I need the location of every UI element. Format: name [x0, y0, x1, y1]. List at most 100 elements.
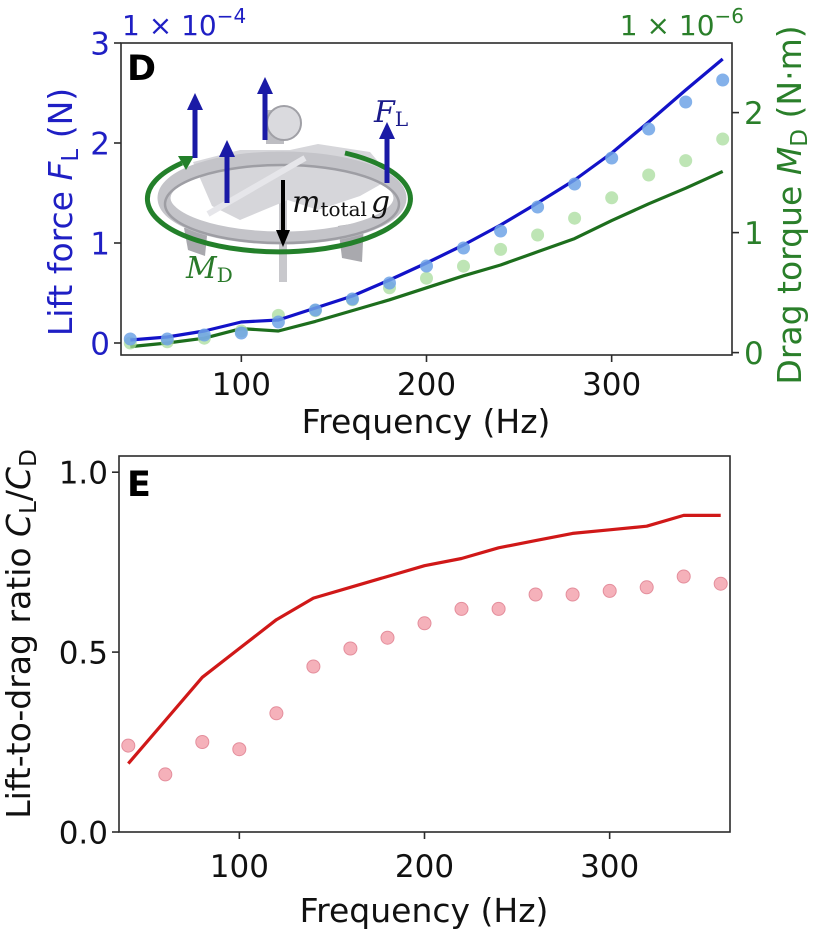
panel-e-axes: 100 200 300 0.0 0.5 1.0 — [59, 456, 640, 885]
lift-force-measured-point — [457, 241, 470, 255]
panel-e-y-tick-label: 0.0 — [59, 816, 108, 852]
drag-torque-measured-point — [531, 228, 545, 242]
lift-force-measured-point — [234, 326, 248, 340]
lift-to-drag-measured-point — [565, 587, 580, 602]
lift-force-measured-point — [123, 332, 137, 346]
panel-d-axes: 100 200 300 0 1 2 3 0 1 2 — [90, 27, 763, 404]
torque-inset-label: MD — [185, 251, 233, 287]
lift-force-measured-point — [716, 73, 730, 87]
mass-subscript: total — [320, 197, 366, 221]
panel-d-left-y-tick-label: 0 — [90, 327, 110, 363]
lift-force-measured-point — [271, 315, 285, 329]
drag-torque-measured-point — [716, 132, 730, 146]
lift-force-measured-point — [383, 276, 396, 290]
right-label-subscript: D — [787, 129, 813, 147]
panel-d-x-axis-label: Frequency (Hz) — [302, 402, 551, 441]
lift-force-measured-point — [308, 303, 322, 317]
left-axis-offset-text: 1 × 10−4 — [122, 4, 246, 42]
drag-torque-measured-point — [679, 154, 693, 168]
left-offset-exponent: −4 — [217, 4, 246, 28]
drag-torque-measured-point — [642, 168, 656, 182]
lift-force-measured-point — [605, 151, 619, 165]
right-offset-exponent: −6 — [715, 4, 744, 28]
lift-to-drag-measured-point — [232, 742, 247, 757]
lift-to-drag-measured-point — [380, 630, 395, 645]
lift-arrow-icon — [379, 122, 395, 183]
right-axis-offset-text: 1 × 10−6 — [620, 4, 744, 42]
lift-force-measured-point — [642, 122, 656, 136]
weight-arrow-icon — [276, 180, 290, 247]
panel-d-right-y-tick-label: 1 — [744, 216, 764, 252]
ratio-label-slash: / — [0, 489, 38, 501]
panel-e: 100 200 300 0.0 0.5 1.0 E Frequency (Hz) Lift… — [0, 449, 731, 930]
lift-force-measured-point — [197, 328, 211, 342]
lift-subscript: L — [395, 107, 408, 131]
drag-torque-measured-point — [457, 259, 470, 273]
panel-d-x-tick-label: 300 — [582, 367, 641, 403]
panel-e-y-tick-label: 0.5 — [59, 636, 108, 672]
torque-symbol: M — [185, 251, 218, 286]
drag-torque-measured-point — [494, 242, 508, 256]
lift-force-measured-point — [531, 200, 545, 214]
lift-to-drag-measured-point — [602, 583, 617, 598]
left-label-subscript: L — [58, 149, 84, 162]
panel-d-left-y-tick-label: 2 — [90, 127, 110, 163]
panel-d-left-y-tick-label: 3 — [90, 27, 110, 63]
lift-to-drag-measured-point — [454, 601, 469, 616]
panel-d-left-y-tick-label: 1 — [90, 227, 110, 263]
right-label-unit: (N·m) — [770, 25, 809, 129]
torque-subscript: D — [217, 263, 233, 287]
left-label-text: Lift force — [41, 181, 80, 337]
ratio-label-text: Lift-to-drag ratio — [0, 537, 38, 819]
panel-e-letter: E — [127, 465, 151, 505]
lift-force-measured-point — [345, 292, 359, 306]
ratio-label-subscript-drag: D — [16, 449, 42, 467]
lift-to-drag-measured-point — [676, 569, 691, 584]
lift-to-drag-measured-point — [639, 580, 654, 595]
panel-d-plot-area — [123, 57, 730, 350]
panel-d-x-tick-label: 100 — [212, 367, 271, 403]
right-label-text: Drag torque — [770, 175, 809, 384]
panel-d-x-tick-label: 200 — [397, 367, 456, 403]
lift-to-drag-measured-point — [343, 641, 358, 656]
lift-force-inset-label: FL — [373, 95, 408, 131]
panel-e-x-axis-label: Frequency (Hz) — [300, 891, 549, 930]
panel-d-letter: D — [127, 49, 156, 89]
panel-e-y-tick-label: 1.0 — [59, 456, 108, 492]
lift-to-drag-measured-point — [306, 659, 321, 674]
ratio-label-subscript-lift: L — [16, 501, 42, 514]
lift-force-measured-point — [679, 95, 693, 109]
ratio-label-symbol-drag: C — [0, 467, 38, 490]
drag-torque-model-line — [130, 169, 724, 349]
ratio-label-symbol-lift: C — [0, 514, 38, 537]
lift-arrows — [187, 77, 395, 203]
panel-d-right-y-tick-label: 0 — [744, 336, 764, 372]
lift-to-drag-measured-point — [158, 767, 173, 782]
panel-e-plot-area — [121, 513, 728, 782]
drag-torque-measured-point — [420, 271, 433, 285]
left-offset-base: 1 × 10 — [122, 9, 217, 42]
lift-to-drag-measured-point — [121, 738, 136, 753]
panel-e-x-tick-label: 200 — [395, 849, 454, 885]
lift-to-drag-measured-point — [269, 706, 284, 721]
lift-force-measured-point — [494, 224, 508, 238]
panel-d-right-y-tick-label: 2 — [744, 96, 764, 132]
lift-to-drag-measured-point — [713, 576, 728, 591]
lift-symbol: F — [373, 95, 396, 130]
left-label-symbol: F — [41, 161, 80, 181]
lift-to-drag-measured-point — [528, 587, 543, 602]
lift-force-measured-point — [420, 259, 433, 273]
lift-arrow-icon — [187, 93, 203, 158]
device-strut-icon — [206, 155, 307, 217]
gravity-symbol: g — [371, 185, 390, 220]
right-offset-base: 1 × 10 — [620, 9, 715, 42]
lift-force-measured-point — [160, 332, 174, 346]
lift-arrow-icon — [257, 77, 273, 140]
panel-d-left-y-axis-label: Lift force FL (N) — [41, 88, 84, 336]
torque-ring-arrow-icon — [144, 150, 413, 255]
left-label-unit: (N) — [41, 88, 80, 149]
drag-torque-measured-point — [605, 191, 619, 205]
mass-symbol: m — [292, 185, 320, 220]
